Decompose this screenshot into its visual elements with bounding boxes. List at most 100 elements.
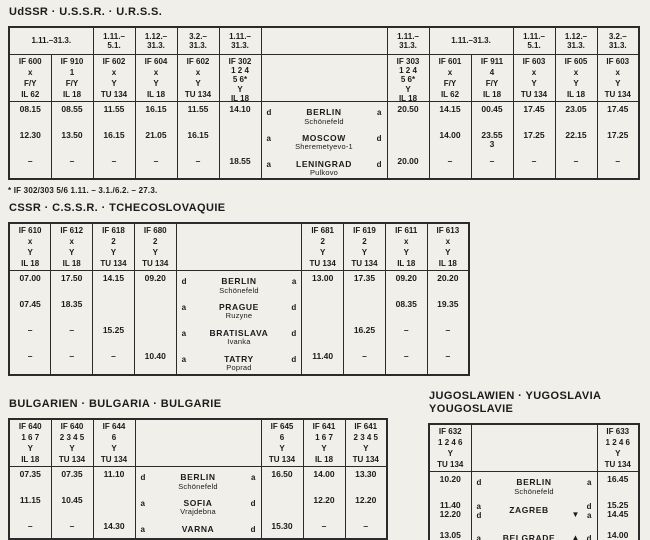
station-column-spacer: [470, 424, 597, 472]
dep-arr-marker: a: [587, 478, 592, 487]
flight-info: IF 640 1 6 7 Y IL 18: [10, 420, 51, 466]
flight-class: F/Y: [485, 78, 499, 88]
time-cell: 08.15: [19, 104, 41, 114]
flight-info: IF 613 x Y IL 18: [428, 224, 468, 270]
station-row-berlin: 07.00 17.50 14.15 09.20 d BERLIN Schönefel…: [9, 270, 469, 297]
flight-days: 1 6 7: [315, 432, 333, 442]
flight-class: F/Y: [65, 78, 79, 88]
flight-days: x: [531, 67, 537, 77]
flight-number: IF 910: [60, 57, 84, 66]
station-cell: a SOFIA Vrajdebna d: [134, 492, 261, 519]
flight-info: IF 612 x Y IL 18: [51, 224, 92, 270]
time-cell: 17.45: [596, 101, 639, 128]
time-cell: 11.10: [92, 466, 135, 493]
date-header-row: 1.11.–31.3. 1.11.– 5.1. 1.12.– 31.3. 3.2…: [9, 27, 639, 55]
date-range: 1.12.– 31.3.: [134, 27, 177, 55]
flight-days: 1 2 4 6: [605, 437, 630, 447]
flight-number: IF 618: [102, 226, 125, 235]
flight-aircraft: IL 18: [397, 258, 416, 268]
flight-aircraft: TU 134: [268, 454, 296, 464]
flight-days: 4: [489, 67, 495, 77]
time-cell: 13.00: [301, 270, 344, 297]
flight-info: IF 910 1 F/Y IL 18: [52, 55, 93, 101]
time-cell: 20.50: [386, 101, 429, 128]
flight-class: Y: [573, 78, 579, 88]
date-range: 1.11.– 31.3.: [218, 27, 261, 55]
flight-class: Y: [321, 443, 327, 453]
station-name: SOFIA: [183, 497, 213, 508]
station-name: VARNA: [181, 523, 215, 534]
time-cell: 15.30: [260, 518, 303, 539]
flight-aircraft: TU 134: [604, 89, 631, 99]
station-name: ZAGREB: [509, 504, 549, 515]
footnote: * IF 302/303 5/6 1.11. – 3.1./6.2. – 27.…: [8, 185, 158, 195]
station-cell: a VARNA d: [134, 518, 261, 539]
station-cell: a BELGRADE ▲ d: [470, 527, 597, 540]
time-cell: –: [27, 155, 33, 166]
flight-aircraft: IL 18: [438, 258, 457, 268]
flight-number: IF 613: [436, 226, 460, 235]
flight-aircraft: IL 18: [398, 93, 418, 103]
flight-days: x: [69, 236, 74, 246]
date-range: 1.12.– 31.3.: [554, 27, 597, 55]
flight-days: 6: [279, 432, 285, 442]
flight-days: 2: [111, 236, 116, 246]
station-row-sofia: 11.15 10.45 a SOFIA Vrajdebna d 12.20 12.20: [9, 492, 387, 519]
time-cell: –: [426, 348, 469, 375]
time-cell: 17.35: [343, 270, 386, 297]
station-row-berlin: 08.15 08.55 11.55 16.15 11.55 14.10 d BER…: [9, 101, 639, 128]
station-name: BERLIN: [221, 276, 257, 286]
flight-number: IF 605: [564, 57, 588, 66]
time-cell: 17.25: [512, 127, 555, 154]
dep-arr-marker: d: [376, 133, 382, 143]
date-range: 1.11.– 5.1.: [512, 27, 555, 55]
station-name: BELGRADE: [502, 532, 556, 540]
flight-days: 2: [362, 236, 367, 246]
flight-info: IF 641 2 3 4 5 Y TU 134: [346, 420, 387, 466]
time-cell: –: [470, 153, 513, 179]
flight-class: Y: [403, 247, 409, 257]
flight-class: Y: [153, 78, 159, 88]
flight-number: IF 601: [438, 57, 462, 66]
time-cell: 12.20: [302, 492, 345, 519]
section-title-bulgaria: BULGARIEN · BULGARIA · BULGARIE: [9, 398, 222, 410]
flight-info: IF 603 x Y TU 134: [514, 55, 555, 101]
flight-class: Y: [531, 78, 537, 88]
flight-class: Y: [111, 443, 117, 453]
flight-number: IF 680: [143, 226, 167, 235]
time-cell: 10.40: [133, 348, 177, 375]
time-cell: [301, 322, 344, 349]
flight-number: IF 600: [18, 57, 42, 66]
flight-aircraft: TU 134: [309, 258, 336, 268]
section-yugoslavia: JUGOSLAWIEN · YUGOSLAVIA YOUGOSLAVIE IF …: [428, 390, 640, 540]
time-cell: –: [384, 322, 428, 349]
station-name: TATRY: [224, 353, 254, 364]
station-row-moscow: 12.30 13.50 16.15 21.05 16.15 a MOSCOW She…: [9, 127, 639, 154]
time-cell: 21.05: [134, 127, 177, 154]
flight-header-row: IF 600 x F/Y IL 62 IF 910 1 F/Y IL 18 IF 602 x Y…: [9, 54, 639, 103]
flight-number: IF 633: [606, 427, 630, 436]
flight-info: IF 600 x F/Y IL 62: [10, 55, 51, 101]
station-name: MOSCOW: [302, 132, 346, 143]
date-range: 3.2.– 31.3.: [176, 27, 219, 55]
flight-number: IF 911: [480, 57, 504, 66]
time-cell: –: [302, 518, 345, 539]
time-cell: 16.45: [596, 471, 639, 498]
flight-days: x: [573, 67, 579, 77]
flight-number: IF 641: [312, 422, 336, 431]
time-cell: 13.05: [439, 529, 461, 540]
dep-arr-marker: a: [266, 159, 271, 169]
section-ussr: UdSSR · U.S.S.R. · U.R.S.S. 1.11.–31.3. …: [8, 6, 644, 195]
station-row-tatry: – – – 10.40 a TATRY Poprad d 11.40 – – –: [9, 348, 469, 375]
flight-header-row: IF 632 1 2 4 6 Y TU 134 IF 633 1 2 4 6 Y TU 13…: [429, 424, 639, 472]
time-cell: 19.35: [426, 296, 469, 323]
flight-class: Y: [69, 443, 75, 453]
time-cell: [260, 492, 303, 519]
flight-info: IF 610 x Y IL 18: [10, 224, 50, 270]
connection-triangle-down-icon: ▼: [571, 509, 580, 519]
dep-arr-marker: d a: [586, 501, 592, 520]
dep-arr-marker: d: [250, 498, 256, 508]
time-cell: 14.00: [302, 466, 345, 493]
time-cell: –: [343, 348, 386, 375]
time-cell: 17.45: [512, 101, 555, 128]
